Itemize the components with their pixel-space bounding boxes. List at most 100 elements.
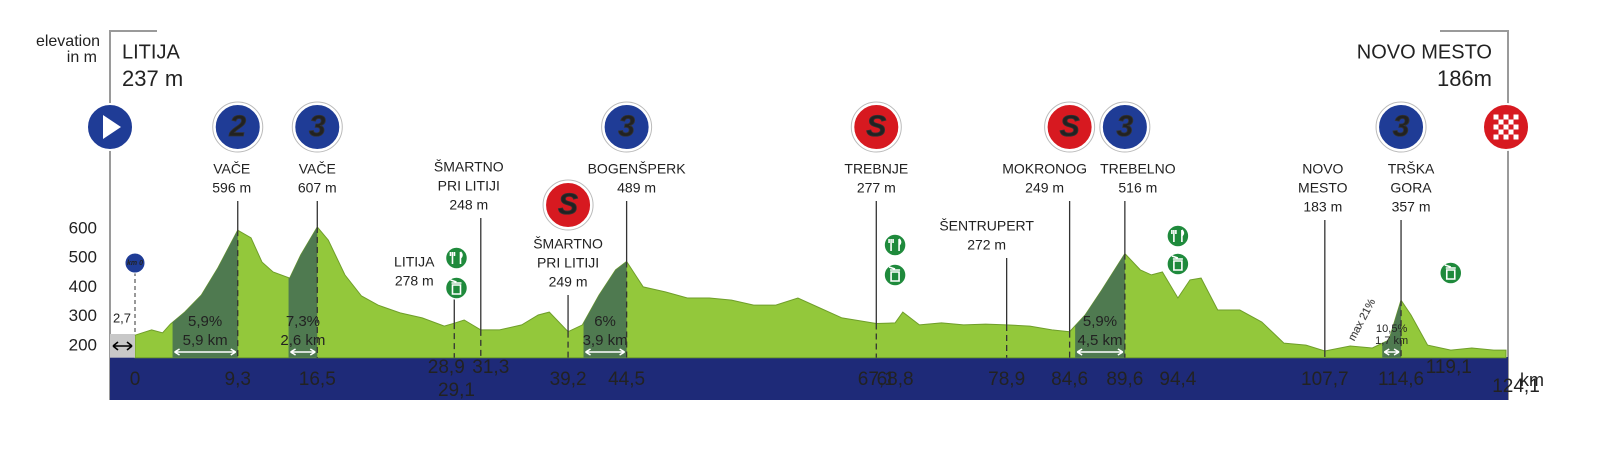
x-tick-label: 31,3 [472,357,509,378]
place-elevation: 277 m [857,180,896,196]
checker [1513,134,1519,140]
climb-area [583,261,627,358]
x-tick-label: 107,7 [1301,369,1349,390]
start-name: LITIJA [122,41,180,63]
climb-length: 2,6 km [280,332,325,349]
place-name: ŠENTRUPERT [939,218,1034,234]
y-axis-label: elevation [36,33,100,50]
climb-area [288,226,318,358]
climb-area [1075,253,1125,358]
climb-gradient: 5,9% [188,313,222,330]
checker [1508,119,1514,125]
place-elevation: 249 m [549,274,588,290]
badge-label: 3 [309,110,326,143]
climb-max: max 21% [1346,297,1378,343]
place-elevation: 183 m [1303,199,1342,215]
feed-icon-bg [883,263,907,287]
badge-ring [1099,101,1151,153]
place-name: TREBELNO [1100,161,1176,177]
x-tick-label: 89,6 [1106,369,1143,390]
x-tick-label: 44,5 [608,369,645,390]
feed-icon [1166,224,1190,248]
neutral-arrow [112,341,133,351]
place-name: BOGENŠPERK [588,161,687,177]
climb-arrow [1383,348,1400,356]
checker [1503,124,1509,130]
finish-elevation: 186m [1437,66,1492,91]
place-name: MOKRONOG [1002,161,1087,177]
y-axis-label: in m [67,49,97,66]
y-tick-label: 400 [69,277,97,296]
feed-icon-glyph [888,238,902,251]
x-tick-label: 119,1 [1426,357,1472,378]
place-name: TRŠKA [1388,161,1435,177]
y-tick-label: 300 [69,306,97,325]
place-name: ŠMARTNO [434,159,504,175]
badge-ring [601,101,653,153]
climb-area [1382,300,1402,358]
x-tick-label: 16,5 [299,369,336,390]
place-elevation: 607 m [298,180,337,196]
x-tick-label: 9,3 [225,369,251,390]
x-tick-label: 124,1 [1492,376,1540,397]
badge-label: S [866,110,886,143]
place-name: PRI LITIJI [537,255,599,271]
place-name: TREBNJE [844,161,908,177]
checker [1493,124,1499,130]
feed-icon-glyph [1171,229,1185,242]
x-tick-label: 78,9 [988,369,1025,390]
climb-arrow [585,348,626,356]
x-tick-label: 67,1 [858,369,895,390]
neutral-label: 2,7 [113,310,131,325]
feed-icon-glyph [1444,264,1456,280]
checker [1498,119,1504,125]
y-tick-label: 600 [69,218,97,237]
feed-icon-bg [444,276,469,300]
climb-arrow [174,348,237,356]
place-name: ŠMARTNO [533,236,603,252]
badge [852,103,901,151]
badge-label: S [558,188,578,221]
checker [1493,134,1499,140]
place-elevation: 278 m [395,273,434,289]
y-tick-label: 500 [69,248,97,267]
badge-label: 3 [1117,110,1134,143]
badge-ring [1375,101,1427,153]
badge [544,181,593,229]
feed-icon-glyph [449,251,463,264]
checker [1503,134,1509,140]
place-name: VAČE [213,161,250,177]
frame-right [1440,30,1509,400]
badge [213,103,262,151]
badge-label: 2 [228,110,246,143]
place-name: NOVO [1302,161,1343,177]
badge-ring [542,179,594,231]
checker [1503,114,1509,120]
place-elevation: 249 m [1025,180,1064,196]
x-tick-label: 0 [130,369,141,390]
badge-ring [291,101,343,153]
feed-icon [444,246,469,270]
x-tick-label: 84,6 [1051,369,1088,390]
feed-icon-bg [883,233,907,257]
badge-label: S [1060,110,1080,143]
badge-label: 3 [618,110,635,143]
feed-icon [444,276,469,300]
climb-length: 4,5 km [1077,332,1122,349]
feed-icon [1439,261,1463,285]
climb-length: 3,9 km [583,332,628,349]
badge [602,103,651,151]
badge-ring [212,101,264,153]
x-tick-label: 39,2 [550,369,587,390]
place-elevation: 357 m [1392,199,1431,215]
feed-icon-glyph [450,279,462,295]
place-elevation: 596 m [212,180,251,196]
badge [1377,103,1426,151]
climb-gradient: 6% [594,313,616,330]
climb-gradient: 10,5% [1376,323,1407,335]
x-tick-label: 28,9 [428,357,465,378]
x-tick-label: 114,6 [1378,369,1424,390]
x-tick-label: 68,8 [877,369,914,390]
badge-ring [1044,101,1096,153]
